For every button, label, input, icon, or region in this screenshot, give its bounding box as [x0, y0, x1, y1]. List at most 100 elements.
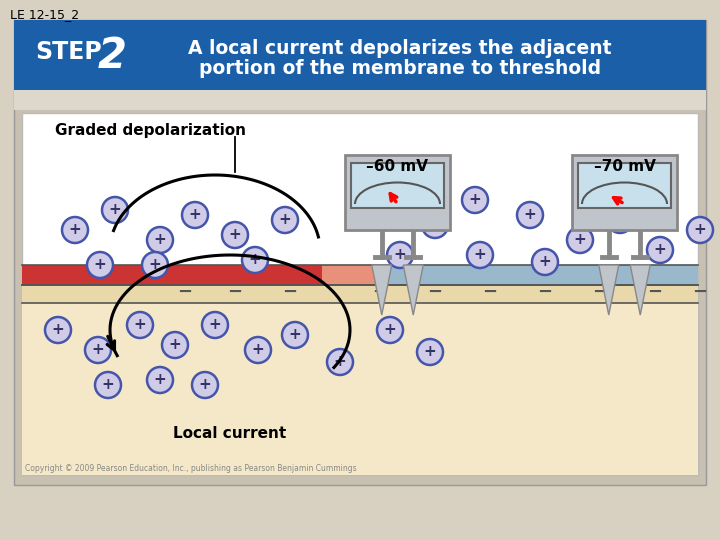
Text: +: +: [52, 322, 64, 337]
Text: −: −: [693, 283, 708, 301]
Text: Copyright © 2009 Pearson Education, Inc., publishing as Pearson Benjamin Cumming: Copyright © 2009 Pearson Education, Inc.…: [25, 464, 356, 473]
Text: −: −: [228, 283, 243, 301]
Text: 2: 2: [98, 35, 127, 77]
Text: +: +: [428, 217, 441, 232]
Circle shape: [147, 227, 173, 253]
Circle shape: [607, 207, 633, 233]
Text: +: +: [654, 242, 667, 257]
Text: LE 12-15_2: LE 12-15_2: [10, 8, 79, 21]
Bar: [22, 265, 322, 285]
Text: +: +: [613, 212, 626, 227]
FancyBboxPatch shape: [351, 163, 444, 208]
Bar: [14, 20, 706, 90]
Circle shape: [467, 242, 493, 268]
Text: +: +: [153, 372, 166, 387]
Text: –60 mV: –60 mV: [366, 159, 428, 174]
Text: STEP: STEP: [35, 40, 102, 64]
Text: +: +: [153, 232, 166, 247]
Circle shape: [417, 339, 443, 365]
Circle shape: [282, 322, 308, 348]
Text: +: +: [189, 207, 202, 222]
Circle shape: [377, 317, 403, 343]
Circle shape: [405, 187, 431, 213]
Text: +: +: [134, 317, 146, 332]
Circle shape: [147, 367, 173, 393]
Circle shape: [192, 372, 218, 398]
Circle shape: [567, 227, 593, 253]
Text: −: −: [428, 283, 443, 301]
Polygon shape: [403, 265, 423, 315]
Bar: [22, 303, 698, 475]
Bar: [22, 113, 698, 475]
Bar: [22, 285, 698, 303]
Text: −: −: [372, 283, 387, 301]
Text: +: +: [102, 377, 114, 392]
Text: +: +: [229, 227, 241, 242]
Circle shape: [517, 202, 543, 228]
Circle shape: [272, 207, 298, 233]
Circle shape: [202, 312, 228, 338]
Text: +: +: [279, 212, 292, 227]
Bar: [322, 265, 387, 285]
FancyBboxPatch shape: [572, 155, 677, 230]
Text: +: +: [394, 247, 406, 262]
Circle shape: [245, 337, 271, 363]
Circle shape: [162, 332, 188, 358]
Circle shape: [87, 252, 113, 278]
Text: +: +: [248, 252, 261, 267]
Text: +: +: [251, 342, 264, 357]
Text: +: +: [539, 254, 552, 269]
Bar: [387, 265, 698, 285]
Text: +: +: [693, 222, 706, 237]
Text: −: −: [593, 283, 608, 301]
Circle shape: [462, 187, 488, 213]
Text: +: +: [412, 192, 424, 207]
Text: +: +: [469, 192, 482, 207]
Circle shape: [127, 312, 153, 338]
Bar: [14, 20, 706, 485]
Text: +: +: [68, 222, 81, 237]
FancyBboxPatch shape: [345, 155, 450, 230]
Circle shape: [687, 217, 713, 243]
Polygon shape: [630, 265, 650, 315]
Text: +: +: [574, 232, 586, 247]
Text: +: +: [168, 337, 181, 352]
Text: +: +: [333, 354, 346, 369]
Text: portion of the membrane to threshold: portion of the membrane to threshold: [199, 58, 601, 78]
Circle shape: [387, 242, 413, 268]
Bar: [14, 90, 706, 110]
Text: +: +: [289, 327, 302, 342]
Text: Graded depolarization: Graded depolarization: [55, 123, 246, 138]
Text: −: −: [482, 283, 498, 301]
Circle shape: [532, 249, 558, 275]
Text: +: +: [91, 342, 104, 357]
Text: +: +: [423, 344, 436, 359]
Circle shape: [422, 212, 448, 238]
Text: Local current: Local current: [174, 426, 287, 441]
Circle shape: [327, 349, 353, 375]
Text: −: −: [647, 283, 662, 301]
Text: +: +: [634, 194, 647, 209]
Circle shape: [647, 237, 673, 263]
Text: +: +: [384, 322, 397, 337]
Text: +: +: [199, 377, 212, 392]
Text: +: +: [94, 257, 107, 272]
Circle shape: [627, 189, 653, 215]
Text: A local current depolarizes the adjacent: A local current depolarizes the adjacent: [188, 38, 612, 57]
Text: −: −: [537, 283, 552, 301]
Text: +: +: [523, 207, 536, 222]
Polygon shape: [599, 265, 618, 315]
Circle shape: [85, 337, 111, 363]
Circle shape: [95, 372, 121, 398]
Text: +: +: [148, 257, 161, 272]
Circle shape: [102, 197, 128, 223]
Text: –70 mV: –70 mV: [593, 159, 655, 174]
FancyBboxPatch shape: [578, 163, 671, 208]
Text: +: +: [209, 317, 221, 332]
Text: +: +: [474, 247, 487, 262]
Circle shape: [182, 202, 208, 228]
Text: +: +: [109, 202, 122, 217]
Polygon shape: [372, 265, 392, 315]
Circle shape: [142, 252, 168, 278]
Circle shape: [242, 247, 268, 273]
